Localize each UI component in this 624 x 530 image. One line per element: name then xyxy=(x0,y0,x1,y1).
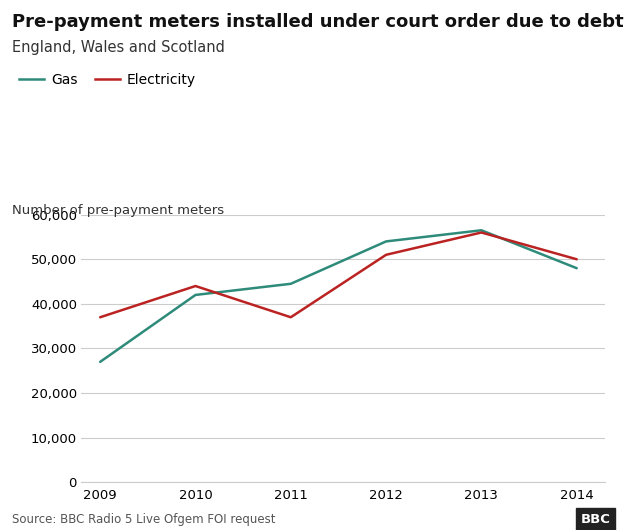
Text: Pre-payment meters installed under court order due to debt: Pre-payment meters installed under court… xyxy=(12,13,624,31)
Text: England, Wales and Scotland: England, Wales and Scotland xyxy=(12,40,225,55)
Text: Number of pre-payment meters: Number of pre-payment meters xyxy=(12,204,225,217)
Text: BBC: BBC xyxy=(580,513,610,526)
Legend: Gas, Electricity: Gas, Electricity xyxy=(19,73,195,87)
Text: Source: BBC Radio 5 Live Ofgem FOI request: Source: BBC Radio 5 Live Ofgem FOI reque… xyxy=(12,513,276,526)
